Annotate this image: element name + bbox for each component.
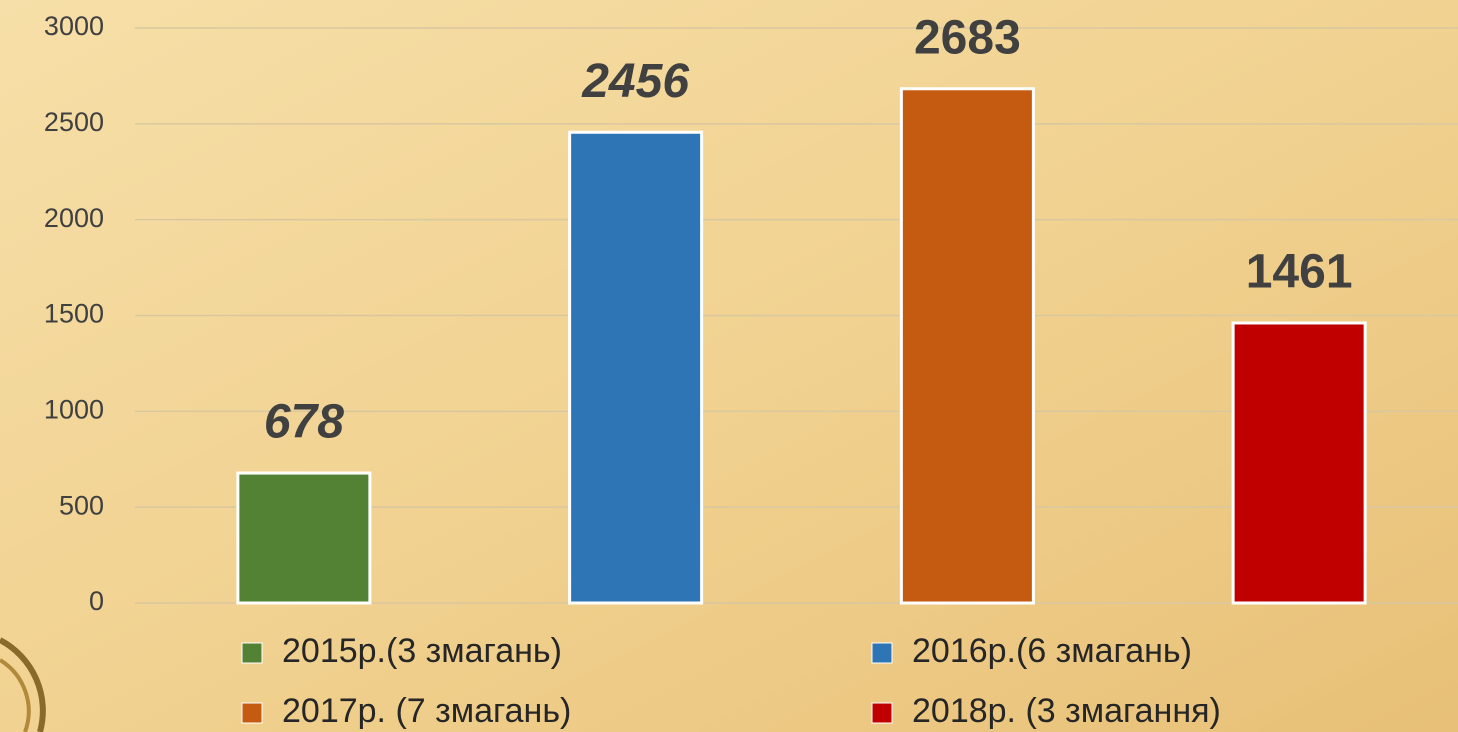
y-tick-label: 1500 [44, 299, 104, 329]
data-label: 678 [264, 396, 344, 449]
y-tick-label: 2500 [44, 107, 104, 137]
bar [236, 471, 372, 605]
bar [1231, 321, 1367, 605]
y-tick-label: 0 [89, 586, 104, 616]
data-label: 2456 [581, 55, 689, 108]
legend-swatch [241, 702, 263, 724]
data-label: 1461 [1246, 246, 1353, 299]
bar [568, 130, 704, 605]
legend-label: 2016р.(6 змагань) [912, 632, 1192, 670]
y-tick-label: 3000 [44, 11, 104, 41]
legend-label: 2015р.(3 змагань) [282, 632, 562, 670]
legend-swatch [241, 642, 263, 664]
legend-swatch [871, 702, 893, 724]
logo [0, 637, 46, 732]
bar [899, 87, 1035, 605]
data-label: 2683 [914, 11, 1021, 64]
y-tick-label: 500 [59, 490, 104, 520]
legend-label: 2017р. (7 змагань) [282, 692, 571, 730]
y-tick-label: 2000 [44, 203, 104, 233]
legend-swatch [871, 642, 893, 664]
legend-label: 2018р. (3 змагання) [912, 692, 1221, 730]
y-tick-label: 1000 [44, 394, 104, 424]
